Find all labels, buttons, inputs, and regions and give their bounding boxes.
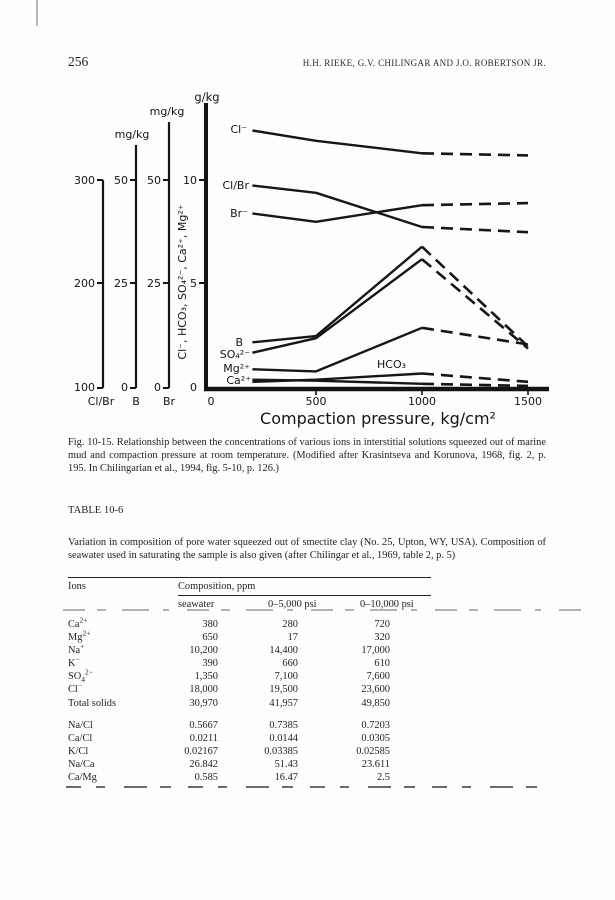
table-row: Total solids 30,970 41,957 49,850 [68, 697, 390, 709]
axis-bottom-label: Br [163, 395, 176, 408]
series-1-dashed [421, 225, 529, 234]
series-4-solid [252, 258, 423, 354]
table-description: Variation in composition of pore water s… [68, 537, 546, 562]
tick-label: 10 [183, 174, 197, 187]
data-curves [252, 129, 529, 388]
curve-label-br: Br⁻ [230, 207, 248, 220]
series-5-dashed [421, 326, 529, 346]
y-axis-b: mg/kg 50 25 0 B [114, 128, 149, 408]
curve-label-mg: Mg²⁺ [223, 362, 250, 375]
curve-label-ca: Ca²⁺ [226, 374, 251, 387]
y-axis-main: g/kg 10 5 0 Cl⁻, HCO₃, SO₄²⁻, Ca²⁺, Mg²⁺ [176, 90, 220, 394]
tick-label: 200 [74, 277, 95, 290]
table-row: Ca/Mg 0.585 16.47 2.5 [68, 772, 390, 784]
tick-label: 500 [306, 395, 327, 408]
series-3-dashed [421, 245, 529, 348]
table-row: Na/Cl 0.5667 0.7385 0.7203 [68, 719, 390, 731]
subcolumn-seawater: seawater [178, 599, 215, 610]
table-row: K− 390 660 610 [68, 654, 390, 670]
axis-unit-label: mg/kg [115, 128, 150, 141]
curve-label-cl: Cl⁻ [230, 123, 247, 136]
series-3-solid [252, 245, 423, 344]
y-axis-br: mg/kg 50 25 0 Br [147, 105, 184, 408]
series-2-dashed [421, 201, 529, 207]
subcolumn-0-5000psi: 0–5,000 psi [268, 599, 317, 610]
series-0-solid [252, 129, 423, 155]
curve-label-b: B [235, 336, 243, 349]
axis-bottom-label: B [132, 395, 140, 408]
series-1-solid [252, 184, 423, 229]
subcolumn-0-10000psi: 0–10,000 psi [360, 599, 414, 610]
axis-bottom-label: Cl/Br [88, 395, 115, 408]
axis-unit-label: mg/kg [150, 105, 185, 118]
tick-label: 0 [190, 381, 197, 394]
x-axis-title: Compaction pressure, kg/cm² [260, 409, 496, 428]
curve-label-so4: SO₄²⁻ [220, 348, 250, 361]
tick-label: 100 [74, 381, 95, 394]
table-header-row: Ions Composition, ppm [68, 578, 431, 596]
curve-label-clbr: Cl/Br [222, 179, 249, 192]
table-10-6: Ions Composition, ppm seawater 0–5,000 p… [68, 577, 431, 784]
curve-label-hco3: HCO₃ [377, 358, 406, 371]
tick-label: 1000 [408, 395, 436, 408]
table-row: Ca/Cl 0.0211 0.0144 0.0305 [68, 732, 390, 744]
figure-caption: Fig. 10-15. Relationship between the con… [68, 437, 546, 474]
series-0-dashed [421, 152, 529, 157]
tick-label: 300 [74, 174, 95, 187]
series-5-solid [252, 326, 423, 373]
series-7-solid [252, 378, 423, 385]
table-row: Na/Ca 26.842 51.43 23.611 [68, 758, 390, 770]
tick-label: 50 [114, 174, 128, 187]
curve-labels: Cl⁻ Cl/Br Br⁻ B SO₄²⁻ Mg²⁺ HCO₃ Ca²⁺ [220, 123, 406, 387]
series-6-solid [252, 372, 423, 383]
tick-label: 50 [147, 174, 161, 187]
scan-edge-artifact [36, 0, 38, 26]
tick-label: 25 [114, 277, 128, 290]
table-row: K/Cl 0.02167 0.03385 0.02585 [68, 745, 390, 757]
table-subheader-row: seawater 0–5,000 psi 0–10,000 psi [68, 599, 431, 610]
tick-label: 0 [154, 381, 161, 394]
series-4-dashed [421, 258, 529, 350]
tick-label: 5 [190, 277, 197, 290]
table-body: Ca2+ 380 280 720 Mg2+ 650 17 320 Na+ 10,… [68, 615, 431, 784]
series-6-dashed [421, 372, 529, 384]
axis-unit-label: g/kg [194, 90, 219, 104]
x-axis: 0 500 1000 1500 Compaction pressure, kg/… [204, 386, 549, 428]
tick-label: 0 [208, 395, 215, 408]
table-row: SO42− 1,350 7,100 7,600 [68, 667, 390, 685]
tick-label: 0 [121, 381, 128, 394]
y-axis-clbr-ratio: 300 200 100 Cl/Br [74, 174, 115, 408]
y-axis-ion-list-label: Cl⁻, HCO₃, SO₄²⁻, Ca²⁺, Mg²⁺ [176, 204, 189, 359]
table-row: Ca2+ 380 280 720 [68, 615, 390, 630]
page-number: 256 [68, 54, 89, 69]
table-row: Cl− 18,000 19,500 23,600 [68, 681, 390, 696]
series-2-solid [252, 204, 423, 224]
tick-label: 1500 [514, 395, 542, 408]
tick-label: 25 [147, 277, 161, 290]
running-head: H.H. RIEKE, G.V. CHILINGAR AND J.O. ROBE… [302, 58, 546, 68]
table-row: Mg2+ 650 17 320 [68, 628, 390, 644]
series-7-dashed [421, 382, 529, 388]
table-label: TABLE 10-6 [68, 505, 124, 516]
column-header-ions: Ions [68, 581, 86, 592]
column-header-composition: Composition, ppm [178, 581, 431, 596]
table-row: Na+ 10,200 14,400 17,000 [68, 641, 390, 657]
